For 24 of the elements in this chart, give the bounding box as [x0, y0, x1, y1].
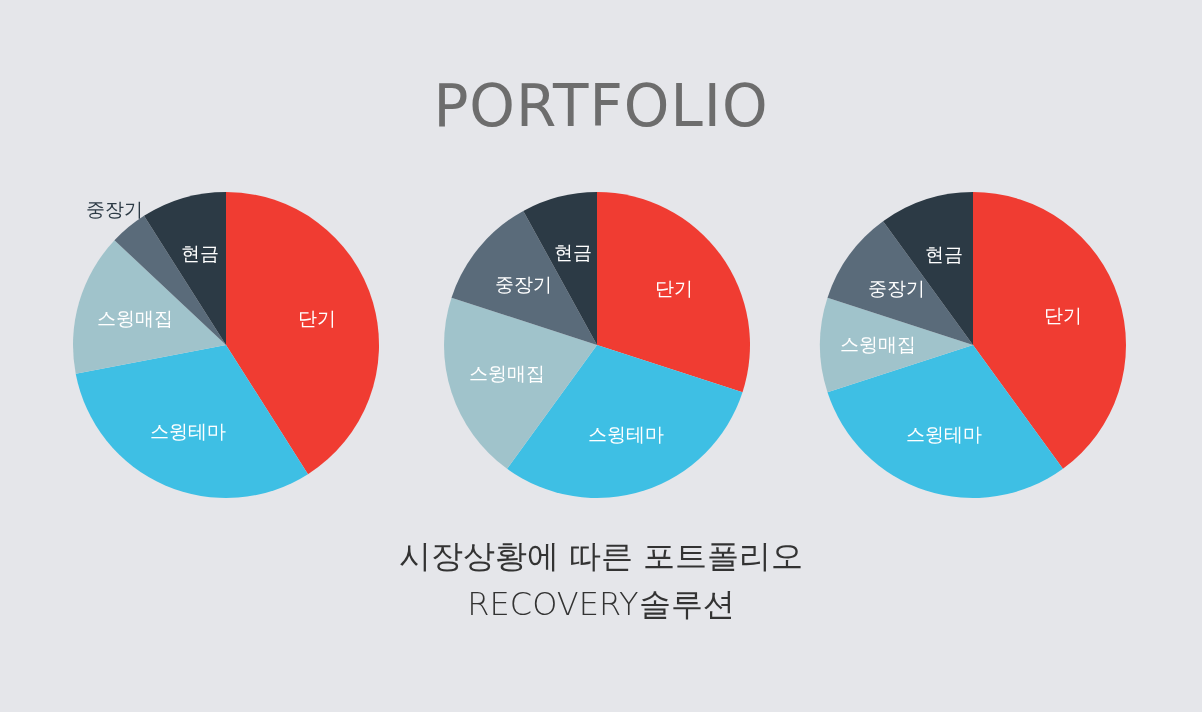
slice-label: 스윙테마 — [588, 423, 665, 446]
slice-label: 단기 — [298, 306, 337, 329]
slice-label: 스윙매집 — [840, 333, 917, 355]
slice-label: 중장기 — [85, 198, 143, 221]
chart-title: PORTFOLIO — [432, 72, 770, 140]
pie-slice — [820, 297, 973, 393]
slice-label: 단기 — [654, 277, 693, 300]
slice-label: 현금 — [180, 241, 219, 264]
text: RECOVERY솔루션 — [466, 584, 736, 625]
pie-slice — [451, 210, 597, 345]
slice-label: 스윙매집 — [96, 306, 173, 329]
slice-label: 중장기 — [495, 272, 553, 295]
pie-slice — [75, 345, 308, 498]
slice-label: 현금 — [554, 241, 593, 264]
pie-slice — [226, 192, 379, 475]
text: 시장상황에 따른 포트폴리오 — [397, 536, 805, 577]
slice-label: 스윙테마 — [150, 420, 227, 443]
slice-label: 스윙매집 — [468, 362, 545, 385]
slice-label: 단기 — [1044, 303, 1083, 326]
pie-slice — [73, 240, 226, 374]
slice-label: 중장기 — [867, 277, 925, 300]
slice-label: 스윙테마 — [905, 423, 982, 446]
pie-slice — [597, 192, 750, 393]
slice-label: 현금 — [924, 242, 963, 265]
